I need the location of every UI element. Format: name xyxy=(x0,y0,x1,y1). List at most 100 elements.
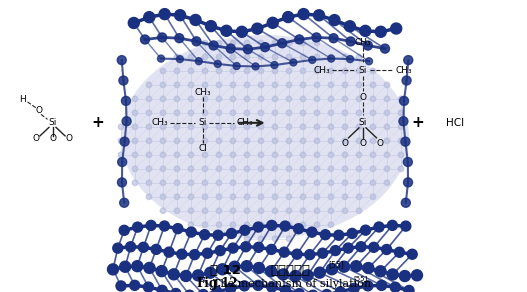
Text: O: O xyxy=(376,139,384,148)
Circle shape xyxy=(307,227,317,237)
Circle shape xyxy=(384,138,390,144)
Circle shape xyxy=(391,23,402,34)
Circle shape xyxy=(230,68,236,74)
Circle shape xyxy=(404,286,414,292)
Circle shape xyxy=(132,110,138,116)
Circle shape xyxy=(244,110,250,116)
Circle shape xyxy=(305,250,315,260)
Circle shape xyxy=(244,236,250,241)
Circle shape xyxy=(401,198,411,207)
Circle shape xyxy=(266,266,277,277)
Circle shape xyxy=(188,166,194,172)
Circle shape xyxy=(132,261,143,272)
Circle shape xyxy=(180,270,191,281)
Circle shape xyxy=(244,222,250,227)
Circle shape xyxy=(130,280,140,290)
Circle shape xyxy=(132,138,138,144)
Circle shape xyxy=(216,138,222,144)
Circle shape xyxy=(300,110,306,116)
Circle shape xyxy=(144,263,155,273)
Circle shape xyxy=(404,56,413,65)
Circle shape xyxy=(342,180,348,185)
Circle shape xyxy=(300,222,306,227)
Circle shape xyxy=(258,40,264,46)
Circle shape xyxy=(184,290,194,292)
Text: Si: Si xyxy=(198,118,207,127)
Text: O: O xyxy=(35,106,43,115)
Circle shape xyxy=(328,166,334,172)
Circle shape xyxy=(356,194,362,199)
Circle shape xyxy=(380,44,389,53)
Circle shape xyxy=(342,152,348,158)
Circle shape xyxy=(252,63,259,70)
Circle shape xyxy=(342,82,348,88)
Circle shape xyxy=(258,138,264,144)
Circle shape xyxy=(294,224,304,234)
Text: O: O xyxy=(49,134,56,143)
Circle shape xyxy=(175,34,184,43)
Circle shape xyxy=(205,267,216,278)
Circle shape xyxy=(278,269,289,280)
Circle shape xyxy=(267,17,278,28)
Circle shape xyxy=(230,152,236,158)
Circle shape xyxy=(272,110,278,116)
Circle shape xyxy=(244,124,250,130)
Circle shape xyxy=(258,180,264,185)
Text: Si: Si xyxy=(358,66,367,75)
Circle shape xyxy=(128,18,139,28)
Circle shape xyxy=(384,166,390,172)
Circle shape xyxy=(300,82,306,88)
Circle shape xyxy=(370,138,376,144)
Circle shape xyxy=(272,180,278,185)
Circle shape xyxy=(314,68,320,74)
Circle shape xyxy=(328,222,334,227)
Circle shape xyxy=(398,138,404,144)
Circle shape xyxy=(321,289,331,292)
Circle shape xyxy=(272,236,278,241)
Circle shape xyxy=(314,96,320,102)
Circle shape xyxy=(360,225,370,235)
Circle shape xyxy=(160,110,166,116)
Circle shape xyxy=(300,40,306,46)
Circle shape xyxy=(272,222,278,227)
Circle shape xyxy=(347,228,357,238)
Circle shape xyxy=(188,180,194,185)
Circle shape xyxy=(356,68,362,74)
Circle shape xyxy=(334,230,344,240)
Circle shape xyxy=(295,35,304,44)
Circle shape xyxy=(174,138,180,144)
Circle shape xyxy=(314,110,320,116)
Circle shape xyxy=(272,124,278,130)
Circle shape xyxy=(278,39,287,48)
Circle shape xyxy=(300,152,306,158)
Circle shape xyxy=(202,54,208,60)
Circle shape xyxy=(188,54,194,60)
Circle shape xyxy=(139,242,149,252)
Circle shape xyxy=(403,157,412,166)
Circle shape xyxy=(230,138,236,144)
Circle shape xyxy=(216,166,222,172)
Circle shape xyxy=(258,236,264,241)
Circle shape xyxy=(230,40,236,46)
Circle shape xyxy=(159,9,170,20)
Circle shape xyxy=(253,222,264,232)
Circle shape xyxy=(236,26,247,37)
Circle shape xyxy=(412,270,423,281)
Circle shape xyxy=(342,138,348,144)
Circle shape xyxy=(174,166,180,172)
Circle shape xyxy=(272,54,278,60)
Circle shape xyxy=(168,269,179,280)
Circle shape xyxy=(300,96,306,102)
Circle shape xyxy=(294,288,304,292)
Circle shape xyxy=(147,96,152,102)
Circle shape xyxy=(328,110,334,116)
Circle shape xyxy=(286,110,292,116)
Circle shape xyxy=(370,194,376,199)
Circle shape xyxy=(230,222,236,227)
Circle shape xyxy=(286,138,292,144)
Circle shape xyxy=(202,152,208,158)
Circle shape xyxy=(147,180,152,185)
Circle shape xyxy=(121,96,131,105)
Circle shape xyxy=(292,249,302,259)
Circle shape xyxy=(300,68,306,74)
